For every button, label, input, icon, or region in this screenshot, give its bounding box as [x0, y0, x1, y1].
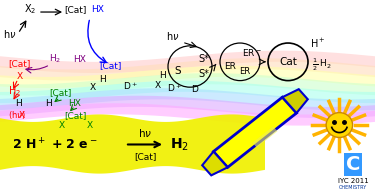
Text: [Cat]: [Cat] [49, 88, 71, 97]
Text: HX: HX [74, 55, 86, 64]
Bar [353, 160, 360, 167]
Bar [345, 153, 352, 160]
Text: D$^+$: D$^+$ [123, 80, 137, 92]
Text: [Cat]: [Cat] [8, 60, 30, 69]
Polygon shape [213, 97, 297, 167]
Text: [Cat]: [Cat] [134, 152, 156, 161]
Text: H$_2$: H$_2$ [49, 53, 61, 65]
Text: $\frac{1}{2}$ H$_2$: $\frac{1}{2}$ H$_2$ [312, 56, 332, 73]
Text: X: X [87, 121, 93, 130]
Text: H$_2$: H$_2$ [170, 136, 189, 153]
Text: h$\nu$: h$\nu$ [166, 30, 180, 42]
Text: h$\nu$: h$\nu$ [138, 127, 152, 139]
Text: H$_2$: H$_2$ [8, 85, 21, 98]
Text: CHEMISTRY: CHEMISTRY [339, 185, 367, 189]
Text: ER$^-$: ER$^-$ [242, 47, 262, 58]
Text: H: H [160, 71, 166, 80]
Text: H: H [99, 74, 105, 84]
Text: X$_2$: X$_2$ [24, 2, 36, 16]
Text: S*: S* [199, 54, 209, 64]
Text: Cat: Cat [279, 57, 297, 67]
Bar [353, 168, 360, 175]
Text: H: H [15, 99, 21, 108]
Text: 2 H$^+$ + 2 e$^-$: 2 H$^+$ + 2 e$^-$ [12, 137, 98, 152]
Text: h$\nu$: h$\nu$ [3, 28, 17, 40]
Text: [Cat]: [Cat] [99, 61, 121, 70]
Text: HX: HX [92, 5, 104, 14]
Bar [345, 160, 352, 167]
Text: [Cat]: [Cat] [64, 5, 86, 14]
Text: (h$\nu$): (h$\nu$) [8, 109, 26, 121]
Polygon shape [202, 152, 228, 175]
Text: IYC 2011: IYC 2011 [338, 178, 368, 184]
Text: C: C [346, 155, 360, 174]
Polygon shape [282, 89, 308, 113]
Text: S: S [175, 66, 181, 76]
Text: S*: S* [199, 69, 209, 79]
Text: H: H [45, 99, 51, 108]
Text: X: X [155, 81, 161, 90]
Text: D: D [192, 85, 198, 94]
Polygon shape [252, 126, 278, 147]
Text: ER: ER [224, 62, 236, 71]
Text: D$^+$: D$^+$ [166, 82, 182, 94]
Text: [Cat]: [Cat] [64, 111, 86, 120]
Bar [353, 153, 360, 160]
Text: ER: ER [239, 67, 250, 76]
Text: H$^+$: H$^+$ [310, 37, 326, 50]
Circle shape [326, 113, 352, 137]
Text: X: X [90, 83, 96, 92]
Polygon shape [0, 114, 265, 174]
Text: HX: HX [69, 99, 81, 108]
Text: X: X [19, 111, 25, 120]
Text: X: X [17, 72, 23, 81]
Text: X: X [59, 121, 65, 130]
Bar [345, 168, 352, 175]
